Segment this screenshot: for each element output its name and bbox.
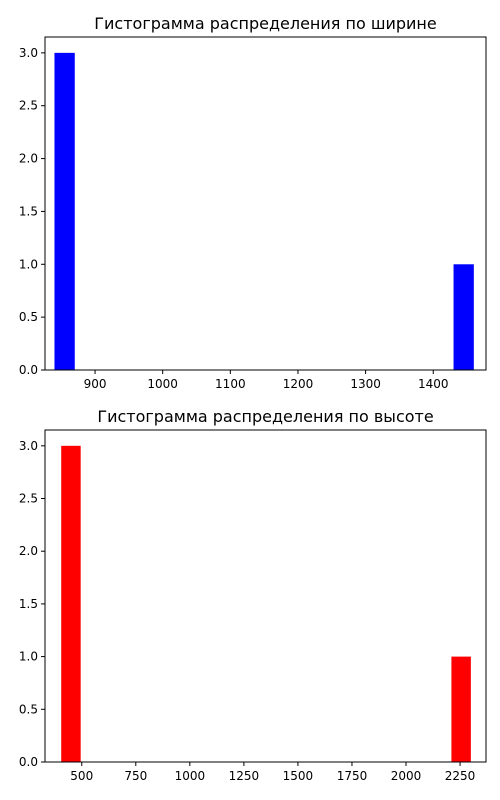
- x-tick-label: 2250: [445, 769, 476, 783]
- plot-frame: [44, 36, 487, 371]
- y-tick-label: 3.0: [19, 46, 38, 60]
- histogram-bar: [54, 52, 75, 370]
- x-tick-label: 500: [70, 769, 93, 783]
- x-tick-label: 900: [84, 377, 107, 391]
- x-tick-label: 1300: [350, 377, 381, 391]
- y-tick-label: 2.5: [19, 492, 38, 506]
- histogram-bar: [453, 264, 474, 370]
- x-tick-label: 1400: [418, 377, 449, 391]
- y-tick-label: 1.5: [19, 597, 38, 611]
- histogram-bar: [451, 656, 471, 762]
- y-tick-label: 0.0: [19, 363, 38, 377]
- x-tick-label: 1500: [283, 769, 314, 783]
- chart-title: Гистограмма распределения по высоте: [97, 407, 433, 426]
- x-tick-label: 750: [124, 769, 147, 783]
- x-tick-label: 1250: [229, 769, 260, 783]
- x-tick-label: 1100: [215, 377, 246, 391]
- plot-frame: [44, 429, 487, 763]
- y-tick-label: 2.0: [19, 544, 38, 558]
- y-tick-label: 1.5: [19, 204, 38, 218]
- y-tick-label: 1.0: [19, 650, 38, 664]
- x-tick-label: 1750: [337, 769, 368, 783]
- y-tick-label: 0.0: [19, 755, 38, 769]
- y-tick-label: 2.0: [19, 152, 38, 166]
- y-tick-label: 3.0: [19, 439, 38, 453]
- chart-panel-1: Гистограмма распределения по ширине 0.0 0.…: [19, 14, 487, 391]
- y-tick-label: 1.0: [19, 257, 38, 271]
- y-tick-label: 0.5: [19, 702, 38, 716]
- x-tick-label: 1000: [175, 769, 206, 783]
- x-tick-label: 1200: [283, 377, 314, 391]
- histogram-bar: [61, 445, 81, 762]
- x-tick-label: 1000: [147, 377, 178, 391]
- y-tick-label: 0.5: [19, 310, 38, 324]
- chart-panel-2: Гистограмма распределения по высоте 0.0 0.…: [19, 407, 487, 783]
- y-tick-label: 2.5: [19, 99, 38, 113]
- x-tick-label: 2000: [391, 769, 422, 783]
- chart-title: Гистограмма распределения по ширине: [94, 14, 436, 33]
